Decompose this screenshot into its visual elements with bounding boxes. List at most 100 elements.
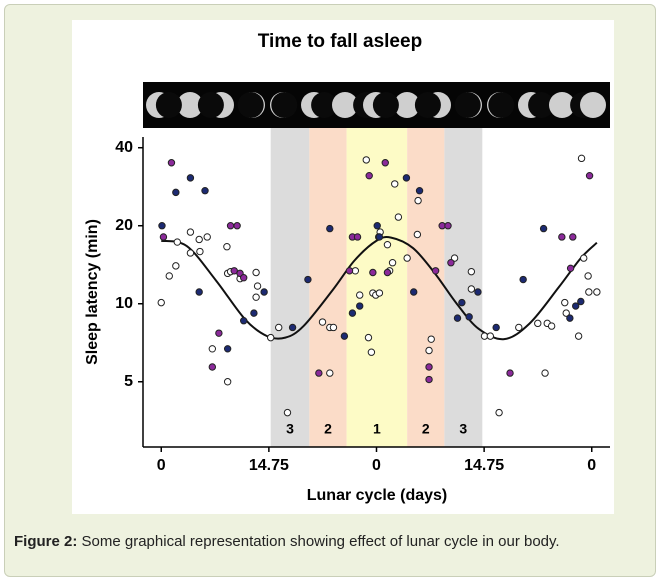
y-tick-label: 40 [115,139,133,156]
caption-text: Some graphical representation showing ef… [81,533,560,550]
data-point [353,233,362,241]
data-point [425,363,433,371]
data-point [348,309,357,317]
data-point [572,302,580,310]
y-tick-label: 5 [124,373,133,390]
moon-phases [146,92,606,118]
data-point [562,309,570,317]
data-point [474,288,482,296]
data-point [506,369,514,377]
data-point [315,369,323,377]
data-point [172,188,180,197]
data-point [318,318,327,326]
chart-title: Time to fall asleep [258,31,422,52]
data-point [196,247,204,256]
data-point [208,345,217,353]
data-point [427,335,435,343]
data-point [584,272,592,280]
moon-shadow [528,92,555,118]
data-point [425,346,433,355]
data-point [580,254,588,262]
data-point [577,154,586,163]
data-point [365,171,373,180]
moon-shadow [155,92,182,118]
data-point [367,348,376,356]
data-point [250,309,258,317]
y-axis-label: Sleep latency (min) [84,219,101,365]
moon-shadow [237,92,264,118]
moon-shadow [454,92,481,118]
data-point [362,156,370,164]
data-point [444,222,452,230]
data-point [413,230,422,239]
data-point [195,288,203,296]
data-point [304,275,312,284]
data-point [173,238,181,246]
x-tick-label: 0 [372,457,381,474]
phase-band [309,128,347,447]
data-point [215,329,223,337]
phase-band [270,128,310,447]
data-point [541,369,549,377]
data-point [593,288,601,296]
x-tick-label: 0 [587,457,596,474]
data-point [375,289,384,297]
data-point [159,233,168,241]
data-point [391,180,399,188]
moon-shadow [271,92,298,118]
data-point [186,174,195,182]
data-point [415,187,424,195]
phase-band [346,128,408,447]
y-tick-label: 10 [115,295,133,312]
caption: Figure 2: Some graphical representation … [14,528,650,555]
moon-shadow [488,92,515,118]
data-point [577,297,585,306]
data-point [172,262,180,270]
data-point [208,363,217,371]
data-point [345,267,354,275]
data-point [326,369,334,377]
data-point [340,332,349,340]
data-point [266,333,275,342]
moon [549,92,575,118]
data-point [585,171,594,180]
data-point [458,298,466,307]
data-point [157,298,165,307]
data-point [467,267,476,276]
data-point [167,159,176,167]
y-tick-label: 20 [115,217,133,234]
data-point [383,268,392,277]
data-point [566,264,575,273]
caption-label: Figure 2: [14,533,78,550]
moon-shadow [414,92,441,118]
data-point [239,317,248,325]
data-point [275,323,283,332]
phase-band-label: 3 [286,421,294,437]
data-point [495,408,503,417]
data-point [201,187,209,195]
data-point [492,323,500,332]
moon-shadow [197,92,224,118]
data-point [585,288,593,296]
data-point [326,224,334,233]
data-point [539,224,548,233]
data-point [383,240,392,249]
moon [177,92,203,118]
x-tick-label: 14.75 [464,457,504,474]
data-point [375,233,384,241]
x-axis-label: Lunar cycle (days) [307,487,448,504]
data-point [373,222,381,230]
data-point [467,285,476,293]
data-point [356,302,364,310]
data-point [195,235,203,244]
data-point [561,298,569,307]
data-point [465,313,473,321]
x-tick-label: 0 [157,457,166,474]
phase-band-label: 2 [422,421,430,437]
data-point [283,408,292,417]
data-point [394,213,403,221]
data-point [515,323,523,332]
data-point [569,233,577,241]
data-point [356,291,364,299]
data-point [547,322,556,330]
